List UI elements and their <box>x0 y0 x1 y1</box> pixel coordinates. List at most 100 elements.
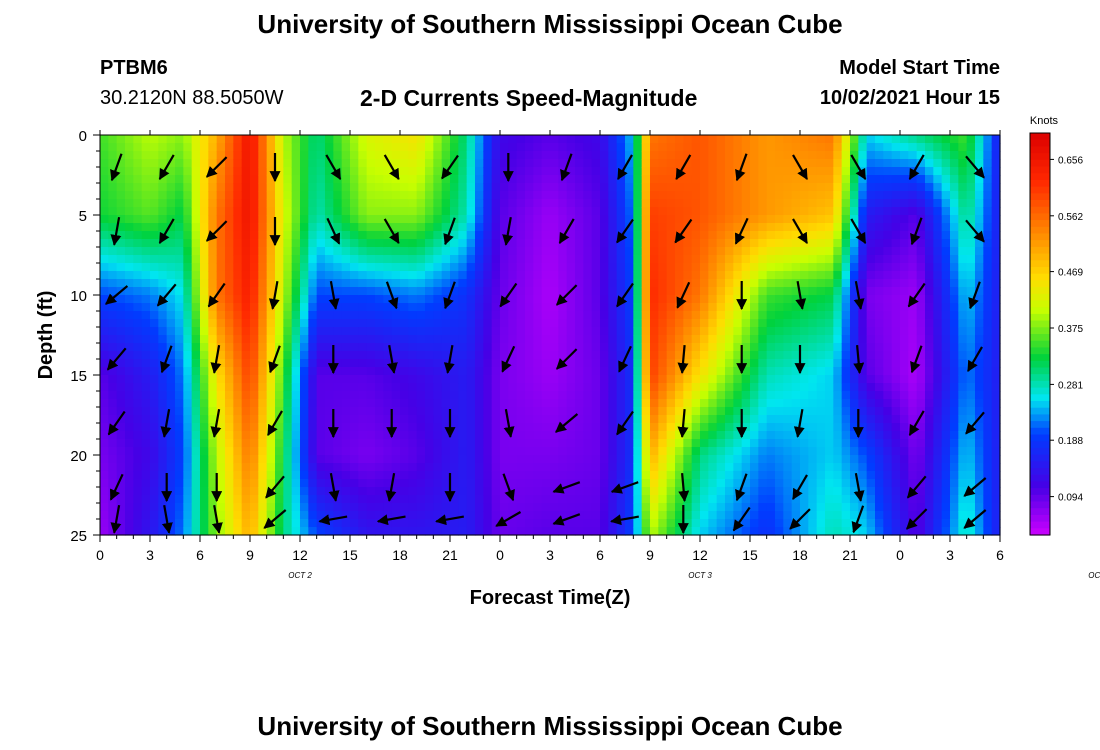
heatmap-cell <box>433 415 443 424</box>
heatmap-cell <box>808 455 818 464</box>
heatmap-cell <box>475 367 484 376</box>
heatmap-cell <box>250 247 259 256</box>
heatmap-cell <box>491 175 501 184</box>
heatmap-cell <box>691 199 701 208</box>
heatmap-cell <box>441 527 451 536</box>
heatmap-cell <box>475 359 484 368</box>
heatmap-cell <box>250 263 259 272</box>
heatmap-cell <box>816 327 826 336</box>
heatmap-cell <box>775 431 784 440</box>
heatmap-cell <box>391 143 401 152</box>
heatmap-cell <box>808 375 818 384</box>
heatmap-cell <box>791 503 801 512</box>
heatmap-cell <box>916 159 926 168</box>
heatmap-cell <box>483 487 493 496</box>
heatmap-cell <box>533 199 543 208</box>
heatmap-cell <box>658 479 668 488</box>
heatmap-cell <box>391 399 401 408</box>
heatmap-cell <box>766 423 776 432</box>
heatmap-cell <box>108 335 118 344</box>
heatmap-cell <box>433 279 443 288</box>
heatmap-cell <box>800 183 809 192</box>
heatmap-cell <box>616 495 626 504</box>
heatmap-cell <box>316 279 326 288</box>
heatmap-cell <box>883 199 893 208</box>
heatmap-cell <box>400 495 409 504</box>
heatmap-cell <box>133 175 143 184</box>
heatmap-cell <box>416 287 426 296</box>
heatmap-cell <box>541 199 551 208</box>
heatmap-cell <box>300 271 309 280</box>
heatmap-cell <box>366 519 376 528</box>
heatmap-cell <box>275 135 284 144</box>
heatmap-cell <box>583 327 593 336</box>
heatmap-cell <box>416 143 426 152</box>
heatmap-cell <box>125 327 134 336</box>
heatmap-cell <box>608 231 618 240</box>
heatmap-cell <box>233 503 243 512</box>
heatmap-cell <box>141 447 151 456</box>
heatmap-cell <box>800 215 809 224</box>
heatmap-cell <box>408 391 418 400</box>
heatmap-cell <box>358 215 368 224</box>
heatmap-cell <box>241 455 251 464</box>
heatmap-cell <box>475 199 484 208</box>
heatmap-cell <box>675 455 684 464</box>
heatmap-cell <box>858 431 868 440</box>
heatmap-cell <box>683 351 693 360</box>
heatmap-cell <box>575 303 584 312</box>
heatmap-cell <box>133 335 143 344</box>
heatmap-cell <box>608 279 618 288</box>
heatmap-cell <box>750 215 759 224</box>
heatmap-cell <box>783 191 793 200</box>
heatmap-cell <box>650 255 659 264</box>
heatmap-cell <box>916 231 926 240</box>
heatmap-cell <box>583 135 593 144</box>
heatmap-cell <box>875 255 884 264</box>
heatmap-cell <box>316 375 326 384</box>
heatmap-cell <box>216 335 226 344</box>
heatmap-cell <box>716 287 726 296</box>
heatmap-cell <box>241 223 251 232</box>
heatmap-cell <box>141 431 151 440</box>
heatmap-cell <box>908 311 918 320</box>
heatmap-cell <box>625 383 634 392</box>
heatmap-cell <box>100 279 109 288</box>
heatmap-cell <box>891 527 901 536</box>
heatmap-cell <box>808 303 818 312</box>
heatmap-cell <box>666 239 676 248</box>
heatmap-cell <box>850 351 859 360</box>
heatmap-cell <box>291 303 301 312</box>
heatmap-cell <box>741 503 751 512</box>
heatmap-cell <box>166 431 176 440</box>
heatmap-cell <box>625 519 634 528</box>
heatmap-cell <box>725 247 734 256</box>
heatmap-cell <box>908 191 918 200</box>
heatmap-cell <box>600 255 609 264</box>
heatmap-cell <box>341 463 351 472</box>
heatmap-cell <box>491 311 501 320</box>
heatmap-cell <box>358 495 368 504</box>
heatmap-cell <box>108 455 118 464</box>
heatmap-cell <box>591 279 601 288</box>
heatmap-cell <box>558 183 568 192</box>
heatmap-cell <box>266 319 276 328</box>
heatmap-cell <box>541 191 551 200</box>
heatmap-cell <box>433 447 443 456</box>
heatmap-cell <box>483 407 493 416</box>
heatmap-cell <box>125 231 134 240</box>
heatmap-cell <box>316 199 326 208</box>
heatmap-cell <box>208 479 218 488</box>
heatmap-cell <box>416 311 426 320</box>
heatmap-cell <box>158 271 168 280</box>
heatmap-cell <box>166 279 176 288</box>
heatmap-cell <box>300 519 309 528</box>
heatmap-cell <box>708 143 718 152</box>
heatmap-cell <box>191 495 201 504</box>
heatmap-cell <box>308 287 318 296</box>
heatmap-cell <box>841 511 851 520</box>
heatmap-cell <box>866 407 876 416</box>
heatmap-cell <box>791 255 801 264</box>
heatmap-cell <box>191 335 201 344</box>
heatmap-cell <box>541 415 551 424</box>
